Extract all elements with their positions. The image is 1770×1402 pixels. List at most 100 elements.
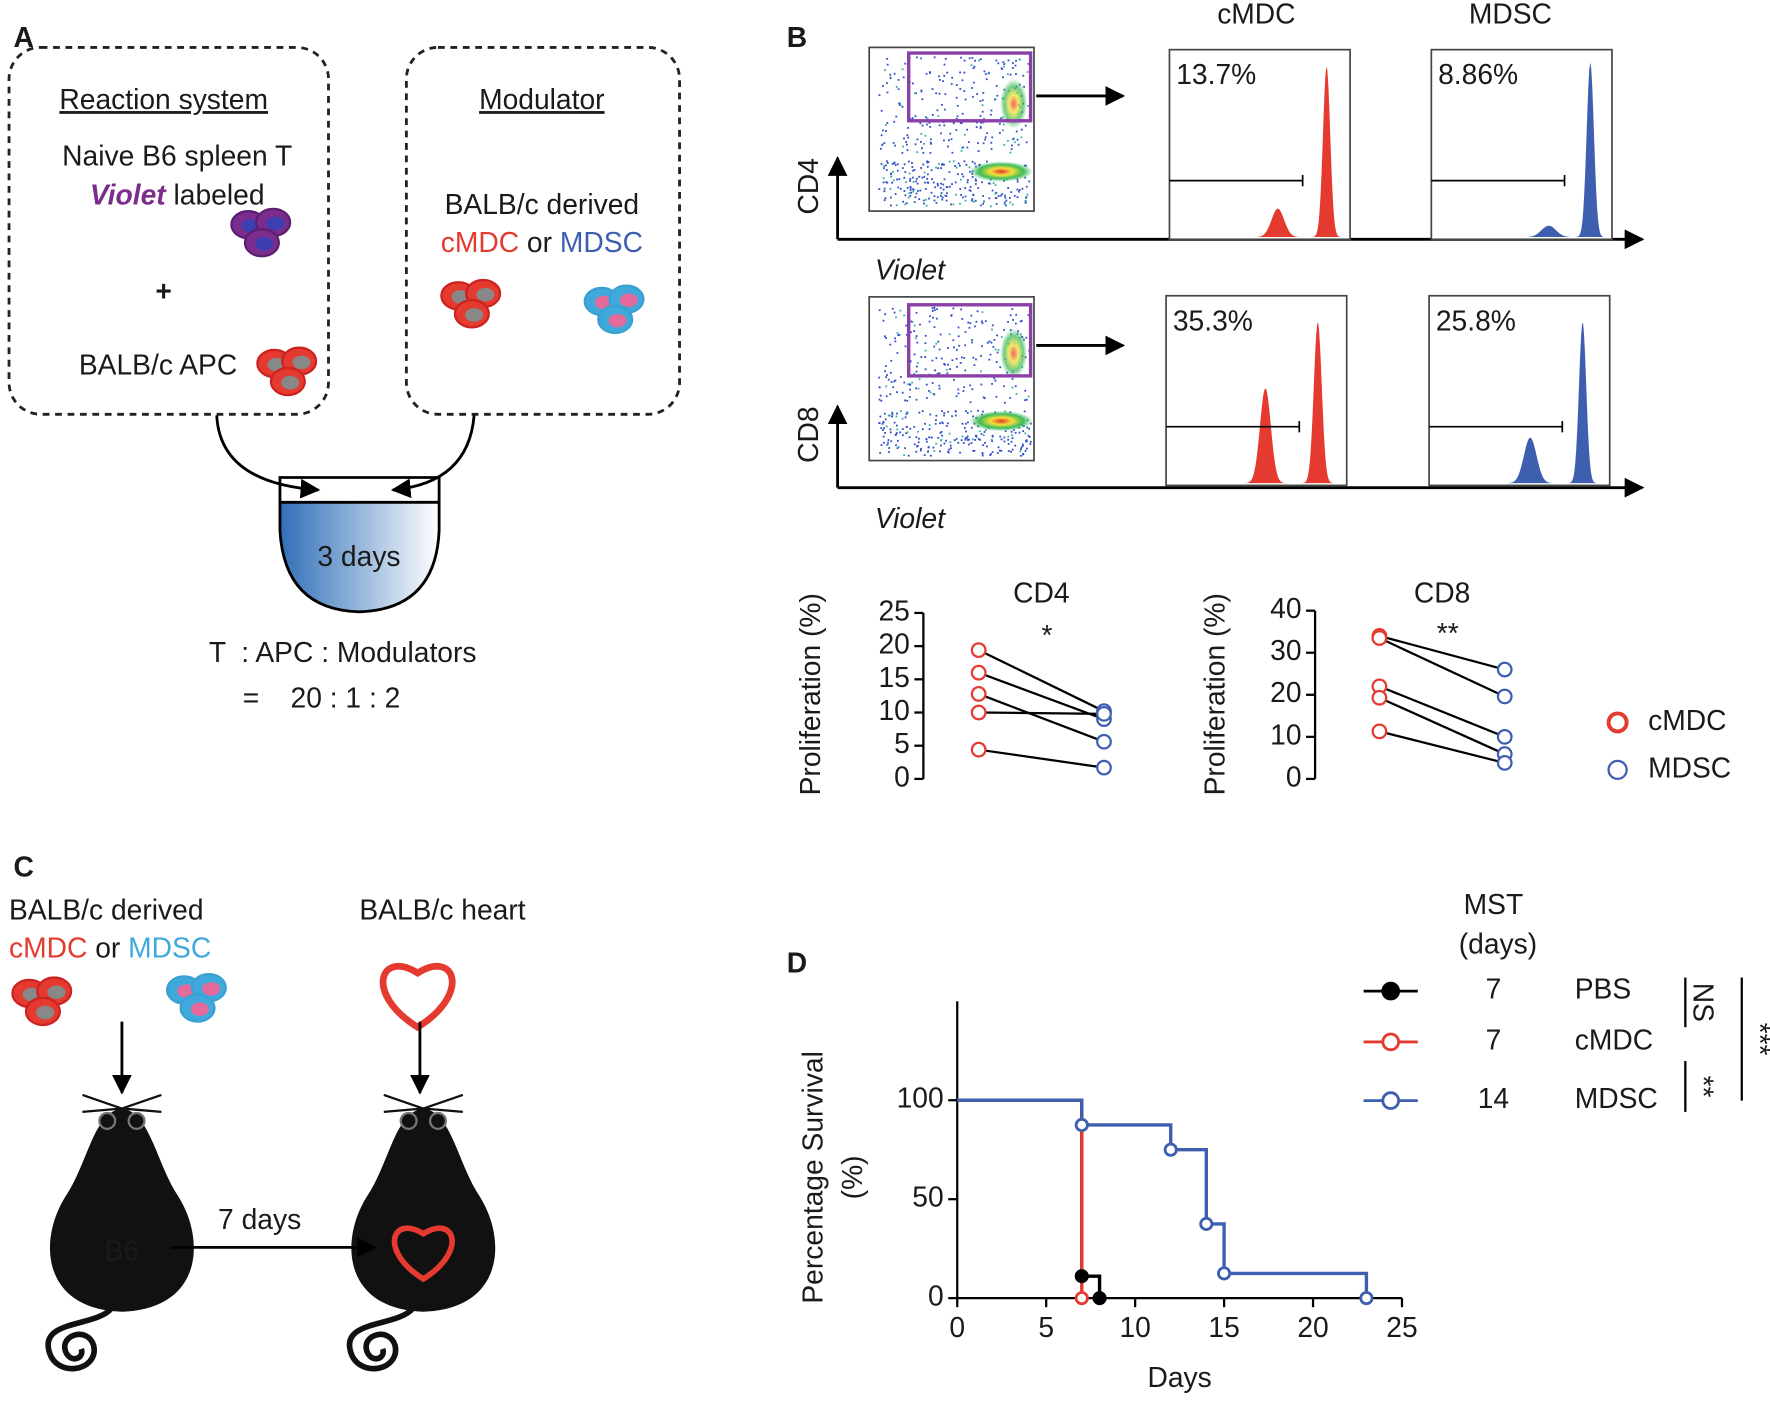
- dot: [888, 451, 890, 453]
- dot: [1026, 426, 1029, 429]
- pair-line: [1379, 685, 1506, 738]
- dot: [991, 136, 994, 139]
- y-tick-label: 0: [1286, 760, 1302, 792]
- dot: [915, 335, 918, 337]
- dot: [880, 134, 883, 137]
- dot: [943, 108, 946, 111]
- y-tick-label: 10: [1270, 718, 1301, 750]
- dot: [943, 163, 945, 166]
- dot: [932, 181, 935, 184]
- dot: [964, 369, 967, 372]
- dot: [891, 413, 894, 416]
- event-marker: [1074, 1117, 1089, 1133]
- dot: [908, 436, 911, 439]
- dot: [909, 189, 912, 191]
- dot: [889, 371, 892, 374]
- dot: [940, 182, 943, 185]
- dot: [969, 401, 972, 404]
- dot: [983, 397, 986, 400]
- data-point: [1096, 759, 1112, 776]
- dot: [899, 103, 902, 106]
- dot: [938, 372, 941, 375]
- y-tick-label: 10: [878, 694, 909, 726]
- dot: [957, 162, 960, 165]
- y-tick-label: 5: [894, 727, 910, 759]
- dot: [952, 307, 955, 310]
- dot: [955, 166, 958, 169]
- x-axis-label: Days: [1147, 1361, 1211, 1393]
- dot: [1014, 322, 1017, 325]
- dot: [896, 428, 899, 431]
- dot: [962, 442, 965, 444]
- dot: [960, 56, 962, 59]
- dot: [948, 333, 951, 336]
- dot: [898, 333, 901, 336]
- dot: [948, 432, 951, 435]
- dot: [1018, 189, 1021, 191]
- dot: [948, 160, 951, 163]
- dot: [964, 98, 967, 101]
- dot: [908, 395, 911, 398]
- dot: [925, 116, 927, 119]
- dot: [988, 197, 991, 200]
- nucleus: [608, 313, 627, 328]
- dot: [885, 337, 887, 339]
- dense-region: [1000, 79, 1028, 129]
- dot: [961, 79, 964, 82]
- dot: [994, 196, 997, 199]
- dot: [950, 314, 953, 317]
- dot: [1025, 336, 1028, 339]
- dot: [1028, 180, 1031, 183]
- dot: [973, 81, 975, 84]
- dot: [932, 316, 934, 319]
- dot: [886, 82, 888, 84]
- data-point: [1496, 755, 1513, 771]
- dot: [944, 57, 947, 60]
- dot: [1010, 434, 1013, 437]
- dot: [889, 428, 892, 431]
- dot: [963, 160, 966, 163]
- dot: [997, 195, 1000, 197]
- dot: [1014, 385, 1017, 388]
- dot: [951, 151, 954, 154]
- dot: [909, 383, 912, 386]
- dot: [953, 378, 955, 381]
- dot: [929, 72, 932, 74]
- dot: [973, 364, 976, 366]
- dot: [960, 308, 963, 311]
- dot: [885, 395, 888, 398]
- label: BALB/c derived: [9, 894, 203, 926]
- dot: [1009, 73, 1012, 76]
- dot: [986, 132, 988, 135]
- dot: [988, 340, 991, 343]
- dot: [881, 422, 884, 425]
- dot: [986, 445, 988, 448]
- dot: [1027, 314, 1030, 317]
- histogram: [1485, 62, 1603, 238]
- dot: [930, 138, 932, 141]
- dot: [1027, 395, 1030, 398]
- dot: [972, 67, 975, 70]
- dot: [910, 331, 912, 334]
- dot: [921, 410, 924, 413]
- dot: [961, 173, 964, 175]
- dot: [921, 98, 924, 101]
- dot: [982, 195, 984, 197]
- text-run: or: [519, 226, 560, 258]
- dot: [889, 431, 892, 434]
- dot: [887, 439, 890, 441]
- axis-label: CD8: [792, 406, 824, 462]
- dot: [911, 166, 914, 168]
- dot: [920, 90, 923, 93]
- dot: [973, 200, 975, 203]
- dot: [986, 160, 988, 163]
- dot: [1019, 58, 1021, 61]
- dot: [970, 442, 973, 444]
- y-axis-label: Proliferation (%): [794, 593, 826, 795]
- dot: [995, 85, 998, 87]
- dot: [962, 146, 965, 149]
- dot: [1028, 436, 1031, 438]
- nucleus: [190, 1002, 209, 1016]
- dot: [939, 187, 942, 189]
- dot: [896, 439, 899, 442]
